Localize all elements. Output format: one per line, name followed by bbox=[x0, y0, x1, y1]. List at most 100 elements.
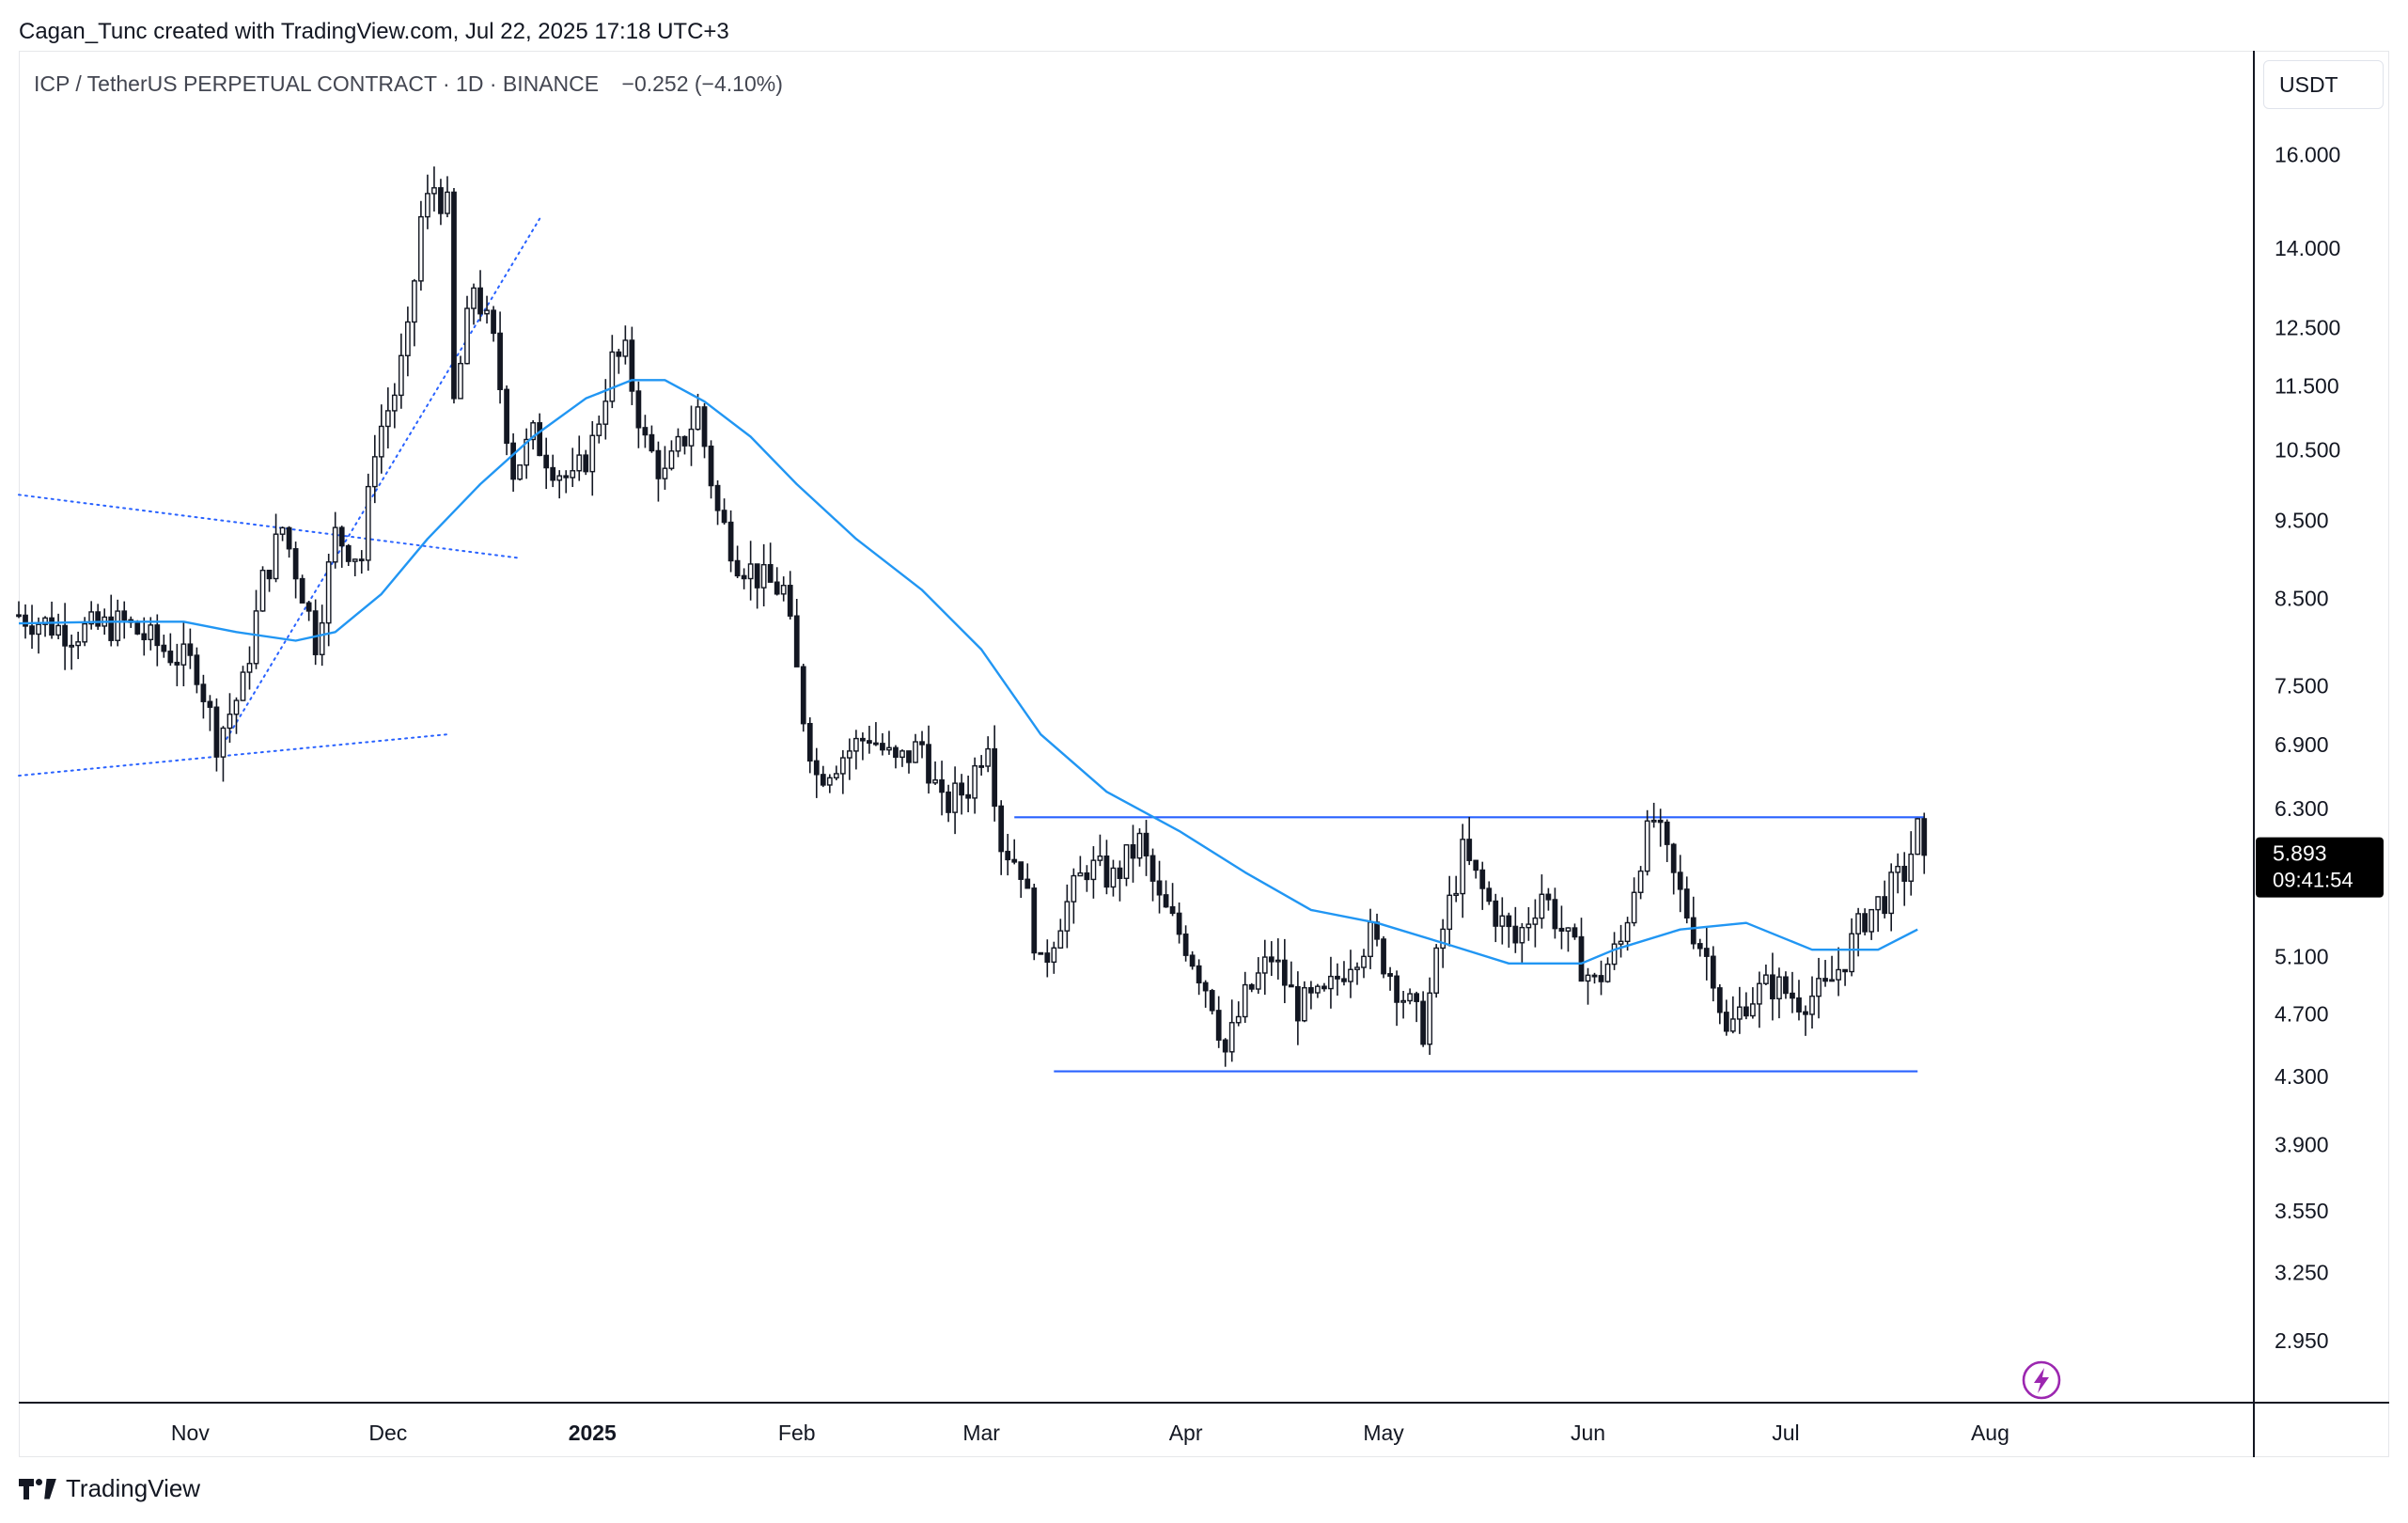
candle-body bbox=[1757, 982, 1762, 1005]
candle-body bbox=[1829, 979, 1835, 982]
symbol-legend[interactable]: ICP / TetherUS PERPETUAL CONTRACT · 1D ·… bbox=[34, 71, 783, 97]
candle-body bbox=[187, 643, 194, 656]
candle-body bbox=[471, 287, 477, 309]
candle bbox=[1473, 859, 1479, 879]
candle bbox=[959, 774, 964, 815]
candle bbox=[543, 437, 550, 490]
moving-average-layer bbox=[18, 379, 1918, 965]
candle bbox=[286, 526, 292, 558]
candle-body bbox=[510, 442, 516, 480]
candle-body bbox=[1729, 1018, 1736, 1032]
candle-body bbox=[491, 309, 496, 335]
candle bbox=[1604, 957, 1611, 983]
candle bbox=[305, 600, 312, 621]
candle bbox=[1591, 972, 1598, 984]
candle-body bbox=[148, 624, 154, 640]
candle bbox=[727, 510, 734, 573]
candle-body bbox=[1611, 943, 1618, 966]
candle bbox=[1381, 935, 1386, 979]
candle-body bbox=[1664, 821, 1670, 845]
candle bbox=[1869, 908, 1875, 940]
candle-body bbox=[1288, 984, 1294, 988]
candle-body bbox=[95, 611, 102, 627]
candle-body bbox=[635, 390, 642, 429]
candle bbox=[1598, 960, 1604, 996]
candle-body bbox=[701, 406, 708, 447]
brand-name: TradingView bbox=[66, 1474, 201, 1502]
lightning-icon[interactable] bbox=[2022, 1360, 2061, 1400]
candle bbox=[1315, 983, 1321, 998]
candle-body bbox=[880, 743, 885, 751]
candle-body bbox=[867, 740, 872, 745]
candle-body bbox=[365, 485, 371, 561]
candle-body bbox=[412, 280, 417, 323]
candle bbox=[1117, 860, 1123, 902]
candle-body bbox=[602, 400, 609, 425]
tradingview-brand[interactable]: TradingView bbox=[19, 1474, 200, 1503]
price-tick-label: 6.300 bbox=[2275, 796, 2329, 821]
candle bbox=[820, 765, 826, 788]
candle-body bbox=[1097, 856, 1103, 861]
candle-body bbox=[391, 394, 398, 412]
candle bbox=[1077, 856, 1084, 877]
candle-body bbox=[332, 526, 338, 563]
candle bbox=[266, 570, 273, 592]
candle-body bbox=[240, 671, 246, 701]
candle bbox=[1308, 981, 1314, 1010]
candle-body bbox=[1670, 843, 1677, 873]
candle-body bbox=[873, 742, 879, 746]
candle-body bbox=[36, 623, 41, 636]
candle-body bbox=[668, 450, 675, 469]
candle-body bbox=[1545, 893, 1552, 901]
candle bbox=[1235, 1001, 1242, 1027]
candle bbox=[1011, 839, 1018, 865]
candle-body bbox=[1354, 966, 1360, 970]
candle-body bbox=[1558, 927, 1565, 932]
candle bbox=[688, 405, 695, 466]
candle-body bbox=[338, 526, 345, 547]
candle-body bbox=[1506, 915, 1512, 928]
candle-body bbox=[583, 454, 589, 473]
currency-selector[interactable]: USDT bbox=[2263, 60, 2384, 109]
candle bbox=[1822, 960, 1828, 987]
candle bbox=[1228, 999, 1235, 1062]
candle-body bbox=[550, 466, 556, 481]
symbol-title[interactable]: ICP / TetherUS PERPETUAL CONTRACT · 1D ·… bbox=[34, 71, 600, 96]
candle-body bbox=[1519, 926, 1525, 944]
candle bbox=[695, 393, 701, 431]
candle-body bbox=[42, 617, 48, 625]
candle-body bbox=[1770, 974, 1775, 999]
overlay-layer: 5.893 09:41:54 bbox=[2022, 837, 2384, 1400]
candle bbox=[200, 674, 207, 719]
candle bbox=[813, 747, 820, 798]
candle bbox=[259, 566, 266, 612]
candle-body bbox=[1901, 865, 1908, 882]
candle bbox=[484, 295, 490, 324]
candle bbox=[1697, 938, 1703, 957]
candle bbox=[412, 278, 417, 347]
candle-body bbox=[1420, 1000, 1427, 1045]
candle bbox=[1407, 988, 1413, 1005]
candle-body bbox=[1915, 818, 1921, 856]
candle bbox=[913, 733, 918, 763]
candle bbox=[939, 761, 945, 816]
candle-body bbox=[1816, 978, 1822, 997]
candle bbox=[510, 432, 516, 493]
candle bbox=[1427, 977, 1433, 1056]
candle-body bbox=[1723, 1012, 1729, 1032]
trend-line-3 bbox=[18, 494, 522, 559]
candle bbox=[721, 498, 727, 525]
candle-body bbox=[1446, 894, 1453, 931]
candle bbox=[398, 333, 404, 409]
candle-body bbox=[899, 750, 905, 759]
candle-body bbox=[793, 615, 800, 667]
candle-body bbox=[1308, 987, 1314, 994]
candle-body bbox=[431, 187, 437, 195]
last-price-badge bbox=[2256, 837, 2384, 898]
candle bbox=[1915, 818, 1921, 856]
candle bbox=[708, 440, 714, 499]
candle-body bbox=[1743, 1006, 1749, 1017]
candle-body bbox=[806, 723, 813, 762]
candle bbox=[1163, 880, 1169, 908]
